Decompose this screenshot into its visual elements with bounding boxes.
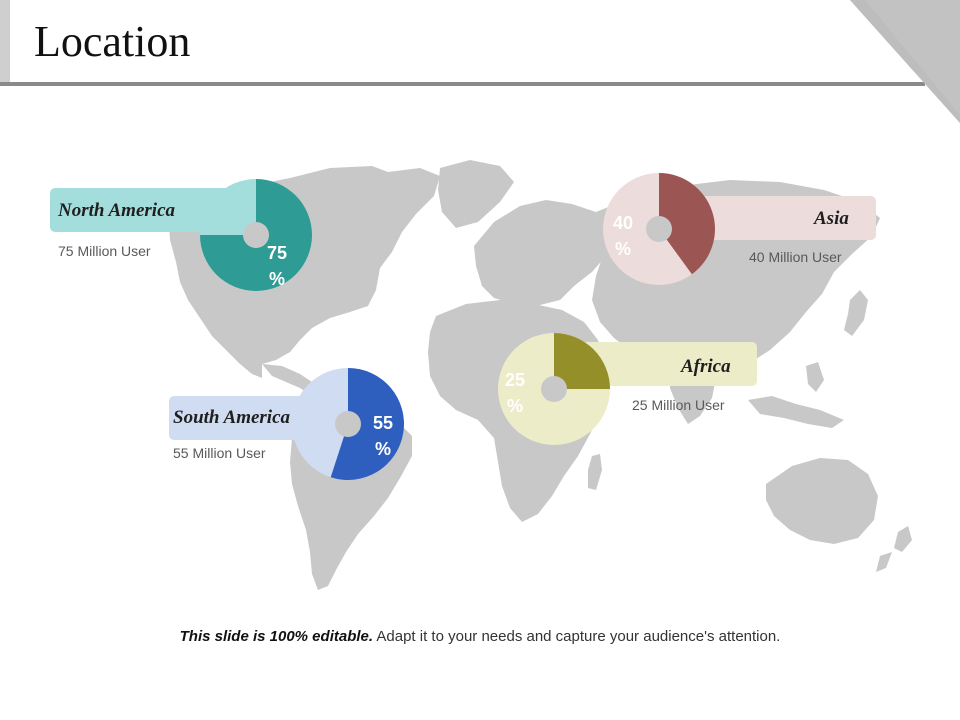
south-america-percent-sign: % [374, 439, 391, 459]
greenland-shape [438, 160, 514, 228]
south-america-name: South America [173, 407, 291, 428]
new-zealand-shape [894, 526, 912, 552]
corner-shade [865, 0, 960, 115]
japan-shape [844, 290, 868, 336]
south-america-percent: 55 % [363, 410, 403, 462]
philippines-shape [806, 362, 824, 392]
madagascar-shape [588, 454, 602, 490]
pie-center-hole [335, 411, 361, 437]
africa-name: Africa [681, 356, 731, 377]
north-america-pie [200, 179, 312, 291]
asia-pie [603, 173, 715, 285]
corner-decoration [850, 0, 960, 123]
africa-percent: 25 % [495, 367, 535, 419]
pie-value-slice [330, 368, 404, 480]
pie-value-slice [554, 333, 610, 389]
pie-value-slice [659, 173, 715, 275]
south-america-percent-number: 55 [372, 413, 394, 433]
south-america-pie [292, 368, 404, 480]
pie-center-hole [646, 216, 672, 242]
africa-pie [498, 333, 610, 445]
footer-bold-text: This slide is 100% editable. [179, 628, 374, 645]
asia-users: 40 Million User [749, 249, 842, 265]
new-zealand-south-shape [876, 552, 892, 572]
europe-shape [474, 200, 612, 306]
africa-percent-sign: % [506, 396, 523, 416]
north-america-name: North America [58, 200, 175, 221]
australia-shape [766, 458, 878, 544]
asia-percent-number: 40 [612, 213, 634, 233]
footer-note: This slide is 100% editable. Adapt it to… [0, 628, 960, 645]
north-america-percent-number: 75 [266, 243, 288, 263]
pie-center-hole [541, 376, 567, 402]
north-america-percent-sign: % [268, 269, 285, 289]
footer-rest-text: Adapt it to your needs and capture your … [373, 628, 781, 645]
north-america-percent: 75 % [257, 240, 297, 292]
south-america-users: 55 Million User [173, 445, 266, 461]
north-america-users: 75 Million User [58, 243, 151, 259]
indonesia-shape [748, 396, 844, 428]
asia-name: Asia [814, 208, 849, 229]
title-accent-bar [0, 0, 10, 82]
asia-percent-sign: % [614, 239, 631, 259]
africa-users: 25 Million User [632, 397, 725, 413]
pie-center-hole [243, 222, 269, 248]
asia-percent: 40 % [603, 210, 643, 262]
page-title: Location [34, 17, 191, 66]
africa-percent-number: 25 [504, 370, 526, 390]
title-underline [0, 82, 925, 86]
